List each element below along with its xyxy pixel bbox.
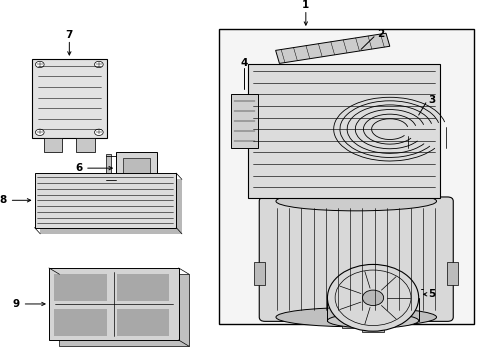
Bar — [123, 158, 149, 178]
Text: 1: 1 — [302, 0, 309, 10]
Ellipse shape — [327, 313, 418, 328]
Bar — [60, 274, 189, 346]
Circle shape — [362, 290, 383, 306]
Bar — [105, 154, 111, 183]
Text: 2: 2 — [376, 29, 383, 39]
Circle shape — [36, 129, 44, 135]
Text: 3: 3 — [427, 95, 434, 105]
Bar — [44, 138, 62, 152]
Polygon shape — [275, 33, 389, 63]
Text: 5: 5 — [427, 289, 434, 299]
Bar — [341, 317, 370, 328]
Bar — [117, 274, 169, 301]
Circle shape — [36, 61, 44, 68]
Bar — [32, 59, 106, 138]
Bar — [54, 274, 106, 301]
Bar — [219, 29, 473, 324]
Bar — [35, 173, 176, 228]
Text: 7: 7 — [65, 30, 73, 40]
Bar — [76, 138, 94, 152]
Text: 4: 4 — [240, 58, 247, 68]
Text: 6: 6 — [75, 163, 82, 173]
Bar — [117, 309, 169, 337]
Ellipse shape — [275, 192, 436, 211]
Circle shape — [327, 265, 418, 331]
Bar — [116, 152, 157, 184]
Text: 9: 9 — [13, 299, 20, 309]
Bar — [254, 262, 264, 285]
Bar — [49, 268, 178, 340]
Circle shape — [94, 61, 103, 68]
Bar — [248, 64, 439, 198]
Bar — [54, 309, 106, 337]
Ellipse shape — [275, 307, 436, 327]
FancyBboxPatch shape — [259, 197, 452, 321]
Bar — [40, 179, 182, 234]
Bar — [231, 94, 257, 148]
Bar — [362, 321, 383, 332]
Circle shape — [94, 129, 103, 135]
Text: 8: 8 — [0, 195, 7, 205]
Bar — [447, 262, 457, 285]
